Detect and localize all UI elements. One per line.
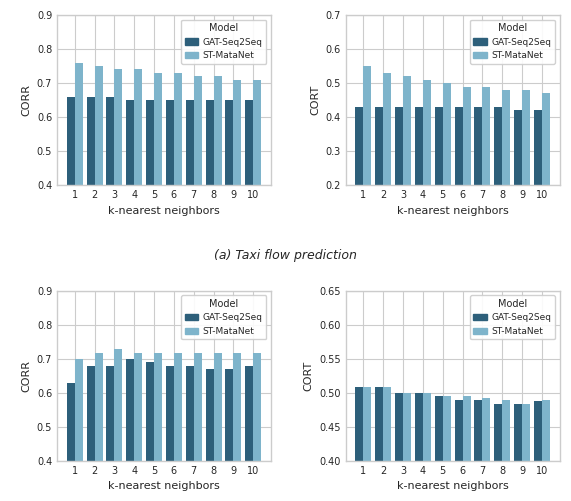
Y-axis label: CORT: CORT [310, 85, 320, 115]
X-axis label: k-nearest neighbors: k-nearest neighbors [397, 205, 509, 215]
Bar [494, 107, 502, 254]
Bar [95, 353, 103, 501]
Y-axis label: CORT: CORT [304, 361, 313, 391]
Bar [363, 387, 371, 501]
Bar [455, 107, 463, 254]
Legend: GAT-Seq2Seq, ST-MataNet: GAT-Seq2Seq, ST-MataNet [181, 20, 267, 64]
Bar [443, 396, 451, 501]
Bar [475, 400, 482, 501]
Bar [206, 100, 214, 321]
Bar [234, 80, 242, 321]
Bar [146, 100, 154, 321]
Bar [226, 369, 234, 501]
Bar [395, 107, 403, 254]
Bar [463, 396, 471, 501]
Y-axis label: CORR: CORR [21, 84, 31, 116]
Bar [214, 353, 222, 501]
Bar [67, 97, 75, 321]
Bar [87, 97, 95, 321]
Bar [226, 100, 234, 321]
Bar [463, 87, 471, 254]
Bar [166, 366, 174, 501]
Bar [174, 73, 182, 321]
Bar [455, 400, 463, 501]
Bar [475, 107, 482, 254]
Bar [514, 110, 522, 254]
Bar [114, 349, 122, 501]
Bar [126, 100, 134, 321]
Bar [423, 393, 431, 501]
Bar [502, 90, 510, 254]
Bar [423, 80, 431, 254]
Bar [254, 353, 261, 501]
Bar [435, 396, 443, 501]
Bar [415, 393, 423, 501]
Bar [206, 369, 214, 501]
X-axis label: k-nearest neighbors: k-nearest neighbors [397, 481, 509, 491]
Bar [87, 366, 95, 501]
Bar [363, 66, 371, 254]
Bar [95, 66, 103, 321]
Bar [194, 76, 202, 321]
Bar [134, 70, 142, 321]
Bar [234, 353, 242, 501]
Bar [154, 353, 162, 501]
Legend: GAT-Seq2Seq, ST-MataNet: GAT-Seq2Seq, ST-MataNet [181, 295, 267, 340]
Bar [403, 76, 411, 254]
Bar [435, 107, 443, 254]
Bar [443, 83, 451, 254]
Bar [214, 76, 222, 321]
Bar [522, 90, 530, 254]
Legend: GAT-Seq2Seq, ST-MataNet: GAT-Seq2Seq, ST-MataNet [470, 20, 555, 64]
Bar [522, 404, 530, 501]
Bar [356, 107, 363, 254]
Bar [246, 100, 254, 321]
Bar [375, 107, 383, 254]
Bar [383, 73, 391, 254]
Bar [482, 398, 490, 501]
Bar [75, 359, 83, 501]
Bar [134, 353, 142, 501]
Bar [194, 353, 202, 501]
Bar [482, 87, 490, 254]
Bar [383, 387, 391, 501]
Bar [75, 63, 83, 321]
Bar [403, 393, 411, 501]
Bar [106, 366, 114, 501]
Bar [67, 383, 75, 501]
Bar [534, 110, 542, 254]
Bar [415, 107, 423, 254]
Bar [534, 401, 542, 501]
Bar [166, 100, 174, 321]
Bar [186, 100, 194, 321]
Bar [114, 70, 122, 321]
Bar [174, 353, 182, 501]
Bar [154, 73, 162, 321]
Bar [106, 97, 114, 321]
Bar [494, 404, 502, 501]
Bar [126, 359, 134, 501]
Y-axis label: CORR: CORR [21, 360, 31, 392]
Bar [246, 366, 254, 501]
Bar [514, 404, 522, 501]
X-axis label: k-nearest neighbors: k-nearest neighbors [108, 481, 220, 491]
Bar [254, 80, 261, 321]
X-axis label: k-nearest neighbors: k-nearest neighbors [108, 205, 220, 215]
Bar [502, 400, 510, 501]
Bar [542, 400, 550, 501]
Bar [186, 366, 194, 501]
Bar [356, 387, 363, 501]
Text: (a) Taxi flow prediction: (a) Taxi flow prediction [214, 249, 357, 262]
Bar [542, 93, 550, 254]
Legend: GAT-Seq2Seq, ST-MataNet: GAT-Seq2Seq, ST-MataNet [470, 295, 555, 340]
Bar [375, 387, 383, 501]
Bar [395, 393, 403, 501]
Bar [146, 362, 154, 501]
